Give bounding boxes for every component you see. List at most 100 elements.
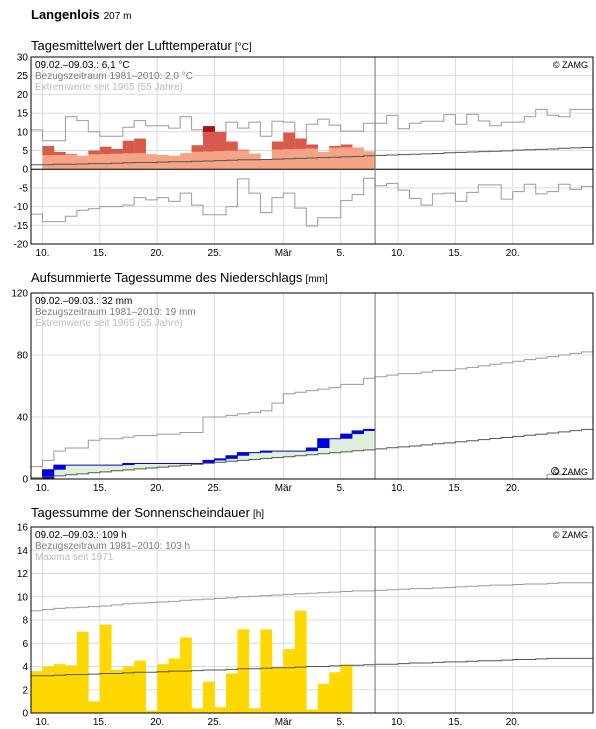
- cumulative-excess-area: [31, 429, 376, 479]
- daily-precip-bar: [225, 455, 238, 459]
- temp-bar: [42, 146, 55, 170]
- x-tick-label: 20.: [150, 248, 164, 259]
- temp-bar-above-normal: [134, 138, 146, 154]
- legend-reference: Bezugszeitraum 1981–2010: 2,0 °C: [35, 71, 193, 82]
- y-tick-label: 0: [22, 165, 28, 176]
- x-tick-label: 5.: [337, 248, 345, 259]
- x-tick-label: 20.: [506, 248, 520, 259]
- sunshine-bar: [214, 707, 227, 713]
- sunshine-bar: [191, 708, 204, 713]
- sunshine-unit: [h]: [252, 509, 265, 520]
- sunshine-bar: [294, 610, 307, 713]
- x-tick-label: 25.: [208, 248, 222, 259]
- legend-extreme: Maxima seit 1971: [35, 552, 114, 563]
- x-tick-label: 15.: [448, 248, 462, 259]
- x-tick-label: 10.: [391, 717, 405, 728]
- daily-precip-bar: [306, 448, 319, 452]
- temp-bar: [122, 140, 135, 170]
- x-tick-label: 10.: [36, 483, 50, 494]
- plot-frame: [30, 56, 594, 245]
- x-tick-label: 5.: [337, 717, 345, 728]
- sunshine-bar: [65, 665, 78, 713]
- temp-bar: [65, 154, 78, 170]
- y-tick-label: 8: [22, 616, 28, 627]
- sunshine-bar: [237, 629, 250, 713]
- x-tick-label: Mär: [275, 717, 293, 728]
- legend-reference: Bezugszeitraum 1981–2010: 19 mm: [35, 307, 196, 318]
- temp-bar: [111, 149, 124, 170]
- y-tick-label: -15: [14, 221, 29, 232]
- temp-bar: [191, 145, 204, 170]
- temp-bar-above-normal: [237, 149, 250, 151]
- temp-bar: [99, 146, 112, 170]
- credit-label: © ZAMG: [553, 60, 588, 70]
- temp-bar: [88, 150, 101, 170]
- credit-label: © ZAMG: [553, 530, 588, 540]
- chart-panel-2: 0 2 4 6 8 10 12 14 16 10. 15. 20. 25. Mär 5. 10. 15. 20. 0…: [17, 523, 594, 728]
- x-tick-label: Mär: [275, 248, 293, 259]
- extreme-min-line: [31, 177, 593, 227]
- daily-precip-bar: [237, 452, 250, 456]
- legend-period: 09.02.–09.03.: 32 mm: [35, 296, 132, 307]
- y-tick-label: 120: [11, 289, 28, 300]
- temp-bar: [134, 138, 146, 170]
- sunshine-bar: [203, 681, 215, 713]
- y-tick-label: 15: [17, 109, 29, 120]
- temperature-unit: [°C]: [234, 42, 252, 53]
- x-tick-label: 15.: [93, 483, 107, 494]
- temp-bar-above-normal: [294, 138, 307, 149]
- plot-frame: [30, 292, 594, 480]
- y-tick-label: 0: [22, 709, 28, 720]
- temp-bar-above-normal: [214, 131, 227, 152]
- x-tick-label: 25.: [208, 717, 222, 728]
- precipitation-unit: [mm]: [305, 274, 328, 285]
- temp-bar-above-normal: [42, 146, 55, 156]
- temp-bar: [363, 151, 376, 170]
- station-header: Langenlois 207 m: [31, 7, 131, 22]
- daily-precip-bar: [363, 429, 376, 431]
- x-tick-label: 15.: [93, 717, 107, 728]
- sunshine-bar: [122, 666, 135, 713]
- temp-bar: [53, 151, 66, 170]
- daily-precip-bar: [53, 465, 66, 470]
- precipitation-chart-title: Aufsummierte Tagessumme des Niederschlag…: [31, 270, 328, 285]
- temp-bar-above-normal: [122, 140, 135, 154]
- temp-bar: [180, 153, 192, 170]
- y-tick-label: -10: [14, 202, 29, 213]
- chart-panel-1: 0 40 80 120 10. 15. 20. 25. Mär 5. 10. 15. 20. 09.02.…: [11, 289, 594, 494]
- sunshine-bar: [248, 708, 261, 713]
- reference-line: [31, 428, 593, 479]
- x-tick-label: 10.: [36, 717, 50, 728]
- daily-precip-bar: [42, 469, 55, 479]
- temp-bar-above-normal: [306, 144, 319, 149]
- temp-bar: [145, 154, 158, 170]
- temp-bar: [260, 159, 273, 170]
- temp-bar-above-normal: [111, 149, 124, 154]
- reference-line: [31, 657, 593, 677]
- precipitation-title: Aufsummierte Tagessumme des Niederschlag…: [31, 270, 303, 285]
- x-tick-label: 5.: [337, 483, 345, 494]
- y-tick-label: 10: [17, 127, 29, 138]
- sunshine-title: Tagessumme der Sonnenscheindauer: [31, 505, 250, 520]
- y-tick-label: 40: [17, 413, 29, 424]
- temp-bar: [76, 155, 89, 170]
- sunshine-bar: [134, 660, 146, 713]
- temp-bar-above-normal: [340, 144, 353, 148]
- y-tick-label: 2: [22, 685, 28, 696]
- daily-precip-bar: [203, 460, 215, 464]
- daily-precip-bar: [317, 438, 330, 448]
- sunshine-bar: [225, 673, 238, 713]
- x-tick-label: 25.: [208, 483, 222, 494]
- y-tick-label: -5: [19, 183, 28, 194]
- extreme-max-line: [31, 582, 593, 612]
- sunshine-bar: [157, 664, 169, 713]
- daily-precip-bar: [340, 434, 353, 439]
- sunshine-bar: [329, 672, 341, 713]
- temp-bar-above-normal: [203, 126, 215, 152]
- x-tick-label: 15.: [448, 717, 462, 728]
- y-tick-label: 16: [17, 523, 29, 534]
- temp-bar: [271, 141, 284, 170]
- x-tick-label: 10.: [391, 483, 405, 494]
- temp-bar: [225, 141, 238, 170]
